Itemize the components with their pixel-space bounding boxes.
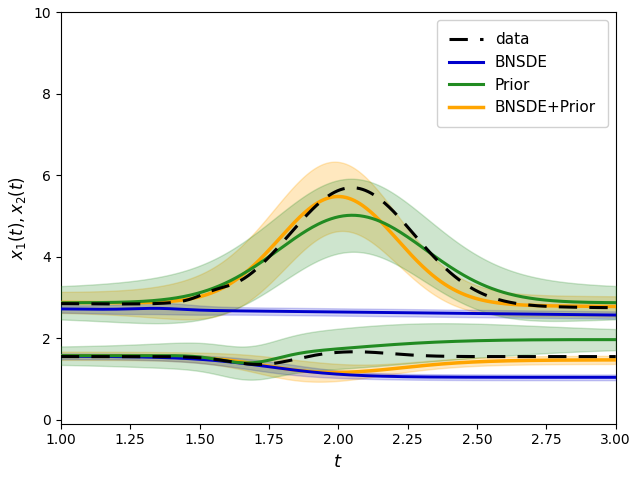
Y-axis label: $x_1(t), x_2(t)$: $x_1(t), x_2(t)$	[7, 176, 28, 260]
Legend: data, BNSDE, Prior, BNSDE+Prior: data, BNSDE, Prior, BNSDE+Prior	[436, 20, 608, 128]
X-axis label: $t$: $t$	[334, 453, 343, 471]
